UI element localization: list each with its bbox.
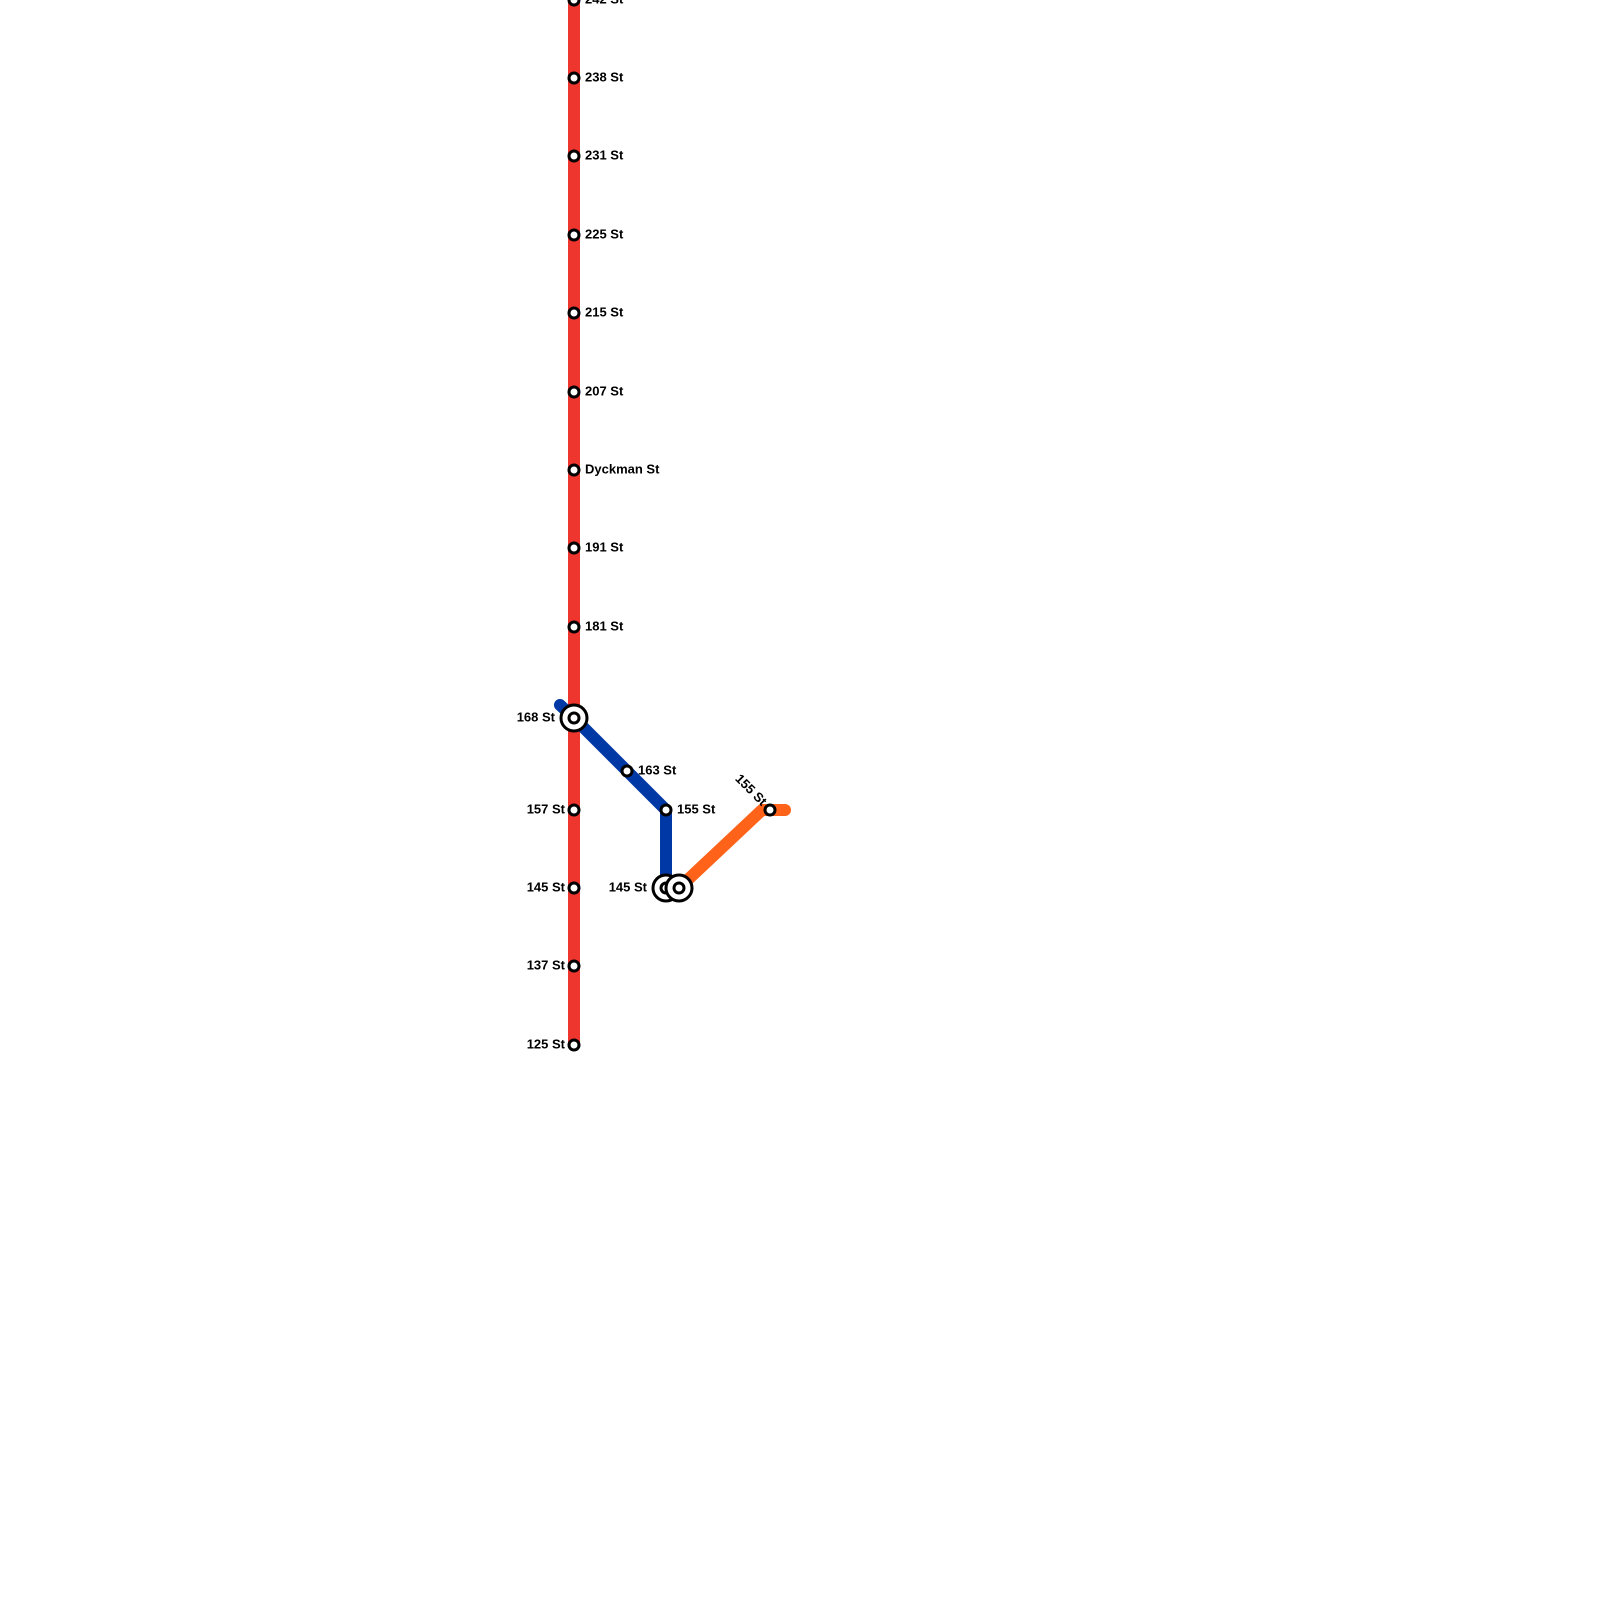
station-marker <box>567 71 581 85</box>
station-label: 242 St <box>585 0 624 6</box>
station-label: 231 St <box>585 147 624 162</box>
station-label: 181 St <box>585 618 624 633</box>
station-label: 145 St <box>609 879 648 894</box>
station-marker <box>620 764 634 778</box>
station-label: 145 St <box>527 879 566 894</box>
station-label: 207 St <box>585 383 624 398</box>
station-label: 157 St <box>527 801 566 816</box>
station-marker <box>567 385 581 399</box>
station-label: 238 St <box>585 69 624 84</box>
station-marker <box>567 463 581 477</box>
station-marker <box>567 881 581 895</box>
station-label: 191 St <box>585 539 624 554</box>
station-label: 125 St <box>527 1036 566 1051</box>
station-label: 155 St <box>732 771 770 809</box>
station-marker <box>567 959 581 973</box>
interchange-inner <box>567 711 581 725</box>
station-label: 225 St <box>585 226 624 241</box>
station-marker <box>567 541 581 555</box>
station-label: 163 St <box>638 762 677 777</box>
station-marker <box>567 306 581 320</box>
station-label: 137 St <box>527 957 566 972</box>
station-marker <box>763 803 777 817</box>
station-marker <box>567 1038 581 1052</box>
station-label: 168 St <box>517 709 556 724</box>
station-marker <box>567 0 581 7</box>
station-marker <box>567 149 581 163</box>
station-label: Dyckman St <box>585 461 660 476</box>
station-marker <box>567 620 581 634</box>
station-marker <box>567 803 581 817</box>
station-marker <box>567 228 581 242</box>
interchange-inner <box>672 881 686 895</box>
stations: 242 St 238 St 231 St 225 St 215 St 207 St Dyck… <box>517 0 777 1052</box>
station-label: 215 St <box>585 304 624 319</box>
orange-line <box>673 804 791 894</box>
station-label: 155 St <box>677 801 716 816</box>
station-marker <box>659 803 673 817</box>
